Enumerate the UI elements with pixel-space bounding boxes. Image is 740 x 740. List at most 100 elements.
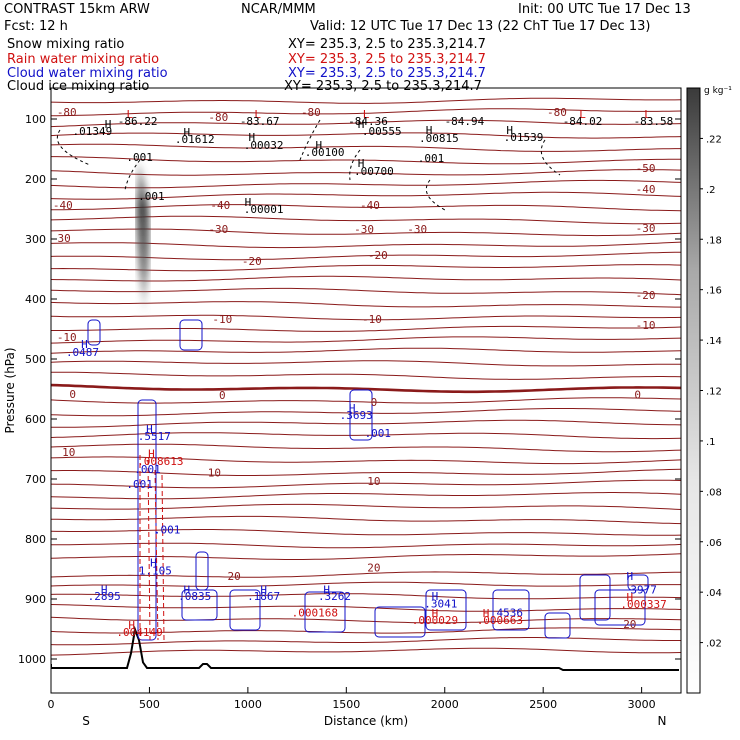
isotherm [51, 604, 681, 612]
isotherm [51, 241, 681, 249]
extremum-label: 4536 [496, 606, 523, 619]
field-cloudice-xy: XY= 235.3, 2.5 to 235.3,214.7 [284, 79, 482, 94]
forecast-hour: Fcst: 12 h [4, 19, 68, 34]
extremum-label: -86.22 [118, 115, 158, 128]
x-tick-label: 500 [139, 698, 160, 711]
temperature-label: 20 [623, 618, 636, 631]
temperature-label: -50 [636, 162, 656, 175]
temperature-label: -30 [354, 223, 374, 236]
temperature-label: -40 [210, 199, 230, 212]
cloud-water-contour [425, 589, 467, 631]
extremum-label: 1.105 [139, 564, 172, 577]
temperature-label: -10 [212, 313, 232, 326]
extremum-label: H [184, 126, 191, 139]
temperature-label: -80 [301, 106, 321, 119]
temperature-label: 0 [219, 389, 226, 402]
rain-contour [154, 469, 159, 641]
snow-contour [124, 159, 141, 191]
extremum-label: .1867 [247, 590, 280, 603]
isotherm [51, 542, 681, 549]
y-tick-label: 200 [25, 173, 46, 186]
colorbar-tick-label: .2 [706, 185, 716, 196]
isotherm [51, 264, 681, 272]
rain-contour [147, 459, 151, 641]
snow-contour [540, 139, 561, 176]
extremum-label: .2895 [88, 590, 121, 603]
extremum-label: .000337 [620, 598, 666, 611]
isotherm [51, 553, 681, 560]
y-tick-label: 600 [25, 413, 46, 426]
extremum-label: .008613 [137, 455, 183, 468]
cloud-water-contour [181, 589, 218, 621]
temperature-label: -80 [57, 106, 77, 119]
extremum-label: .5517 [138, 430, 171, 443]
temperature-label: -30 [208, 223, 228, 236]
extremum-label: H [432, 590, 439, 603]
extremum-label: H [358, 118, 365, 131]
isotherm [51, 204, 681, 212]
extremum-label: .001 [418, 152, 445, 165]
y-tick-label: 800 [25, 533, 46, 546]
extremum-label: H [627, 570, 634, 583]
isotherm [51, 637, 681, 646]
extremum-label: .00032 [244, 139, 284, 152]
x-tick-label: 1500 [332, 698, 360, 711]
y-tick-label: 1000 [18, 653, 46, 666]
temperature-label: 20 [227, 570, 240, 583]
y-tick-label: 400 [25, 293, 46, 306]
isotherm [51, 191, 681, 200]
y-axis-label: Pressure (hPa) [3, 347, 17, 433]
extremum-label: .00001 [244, 203, 284, 216]
cloud-water-contour [179, 319, 203, 351]
model-title: CONTRAST 15km ARW [4, 2, 150, 17]
colorbar-tick-label: .14 [706, 336, 722, 347]
isotherm [51, 347, 681, 354]
extremum-label: .3693 [340, 409, 373, 422]
cloud-water-contour [87, 319, 101, 346]
extremum-label: H [105, 118, 112, 131]
terrain-line [51, 625, 679, 671]
extremum-label: H [432, 607, 439, 620]
temperature-label: -20 [636, 289, 656, 302]
extremum-label: .001 [126, 151, 153, 164]
temperature-label: -10 [636, 319, 656, 332]
extremum-label: -84.02 [563, 115, 603, 128]
colorbar-scale [686, 87, 701, 694]
extremum-label: L [579, 108, 586, 121]
temperature-label: -30 [636, 222, 656, 235]
temperature-label: -20 [242, 255, 262, 268]
cloud-water-contour [594, 589, 646, 626]
field-cloudwater-name: Cloud water mixing ratio [7, 66, 168, 81]
temperature-label: 0 [371, 396, 378, 409]
extremum-label: H [148, 447, 155, 460]
isotherm [51, 336, 681, 344]
extremum-label: .01539 [504, 131, 544, 144]
x-tick-label: 1000 [234, 698, 262, 711]
colorbar-tick-label: .22 [706, 134, 722, 145]
isotherm [51, 515, 681, 525]
extremum-label: H [101, 584, 108, 597]
isotherm [51, 325, 681, 332]
isotherm [51, 287, 681, 296]
temperature-label: 20 [367, 561, 380, 574]
isotherm [51, 581, 681, 587]
isotherm [51, 108, 681, 117]
extremum-label: .0487 [66, 346, 99, 359]
x-tick-label: 2000 [431, 698, 459, 711]
extremum-label: .001 [138, 190, 165, 203]
colorbar-unit-label: g kg⁻¹ [704, 86, 732, 96]
isotherm [51, 371, 681, 380]
cloud-contours [87, 319, 649, 641]
extremum-label: H [81, 338, 88, 351]
extremum-label: .01349 [72, 125, 112, 138]
extremum-label: 3977 [630, 584, 657, 597]
temperature-label: -40 [360, 199, 380, 212]
isotherm [51, 301, 681, 308]
colorbar-tick-label: .16 [706, 286, 722, 297]
extremum-label: H [358, 157, 365, 170]
extremum-label: .001 [134, 463, 161, 476]
init-time: Init: 00 UTC Tue 17 Dec 13 [518, 2, 691, 17]
snow-contour [56, 129, 91, 166]
extremum-label: .001 [126, 478, 153, 491]
